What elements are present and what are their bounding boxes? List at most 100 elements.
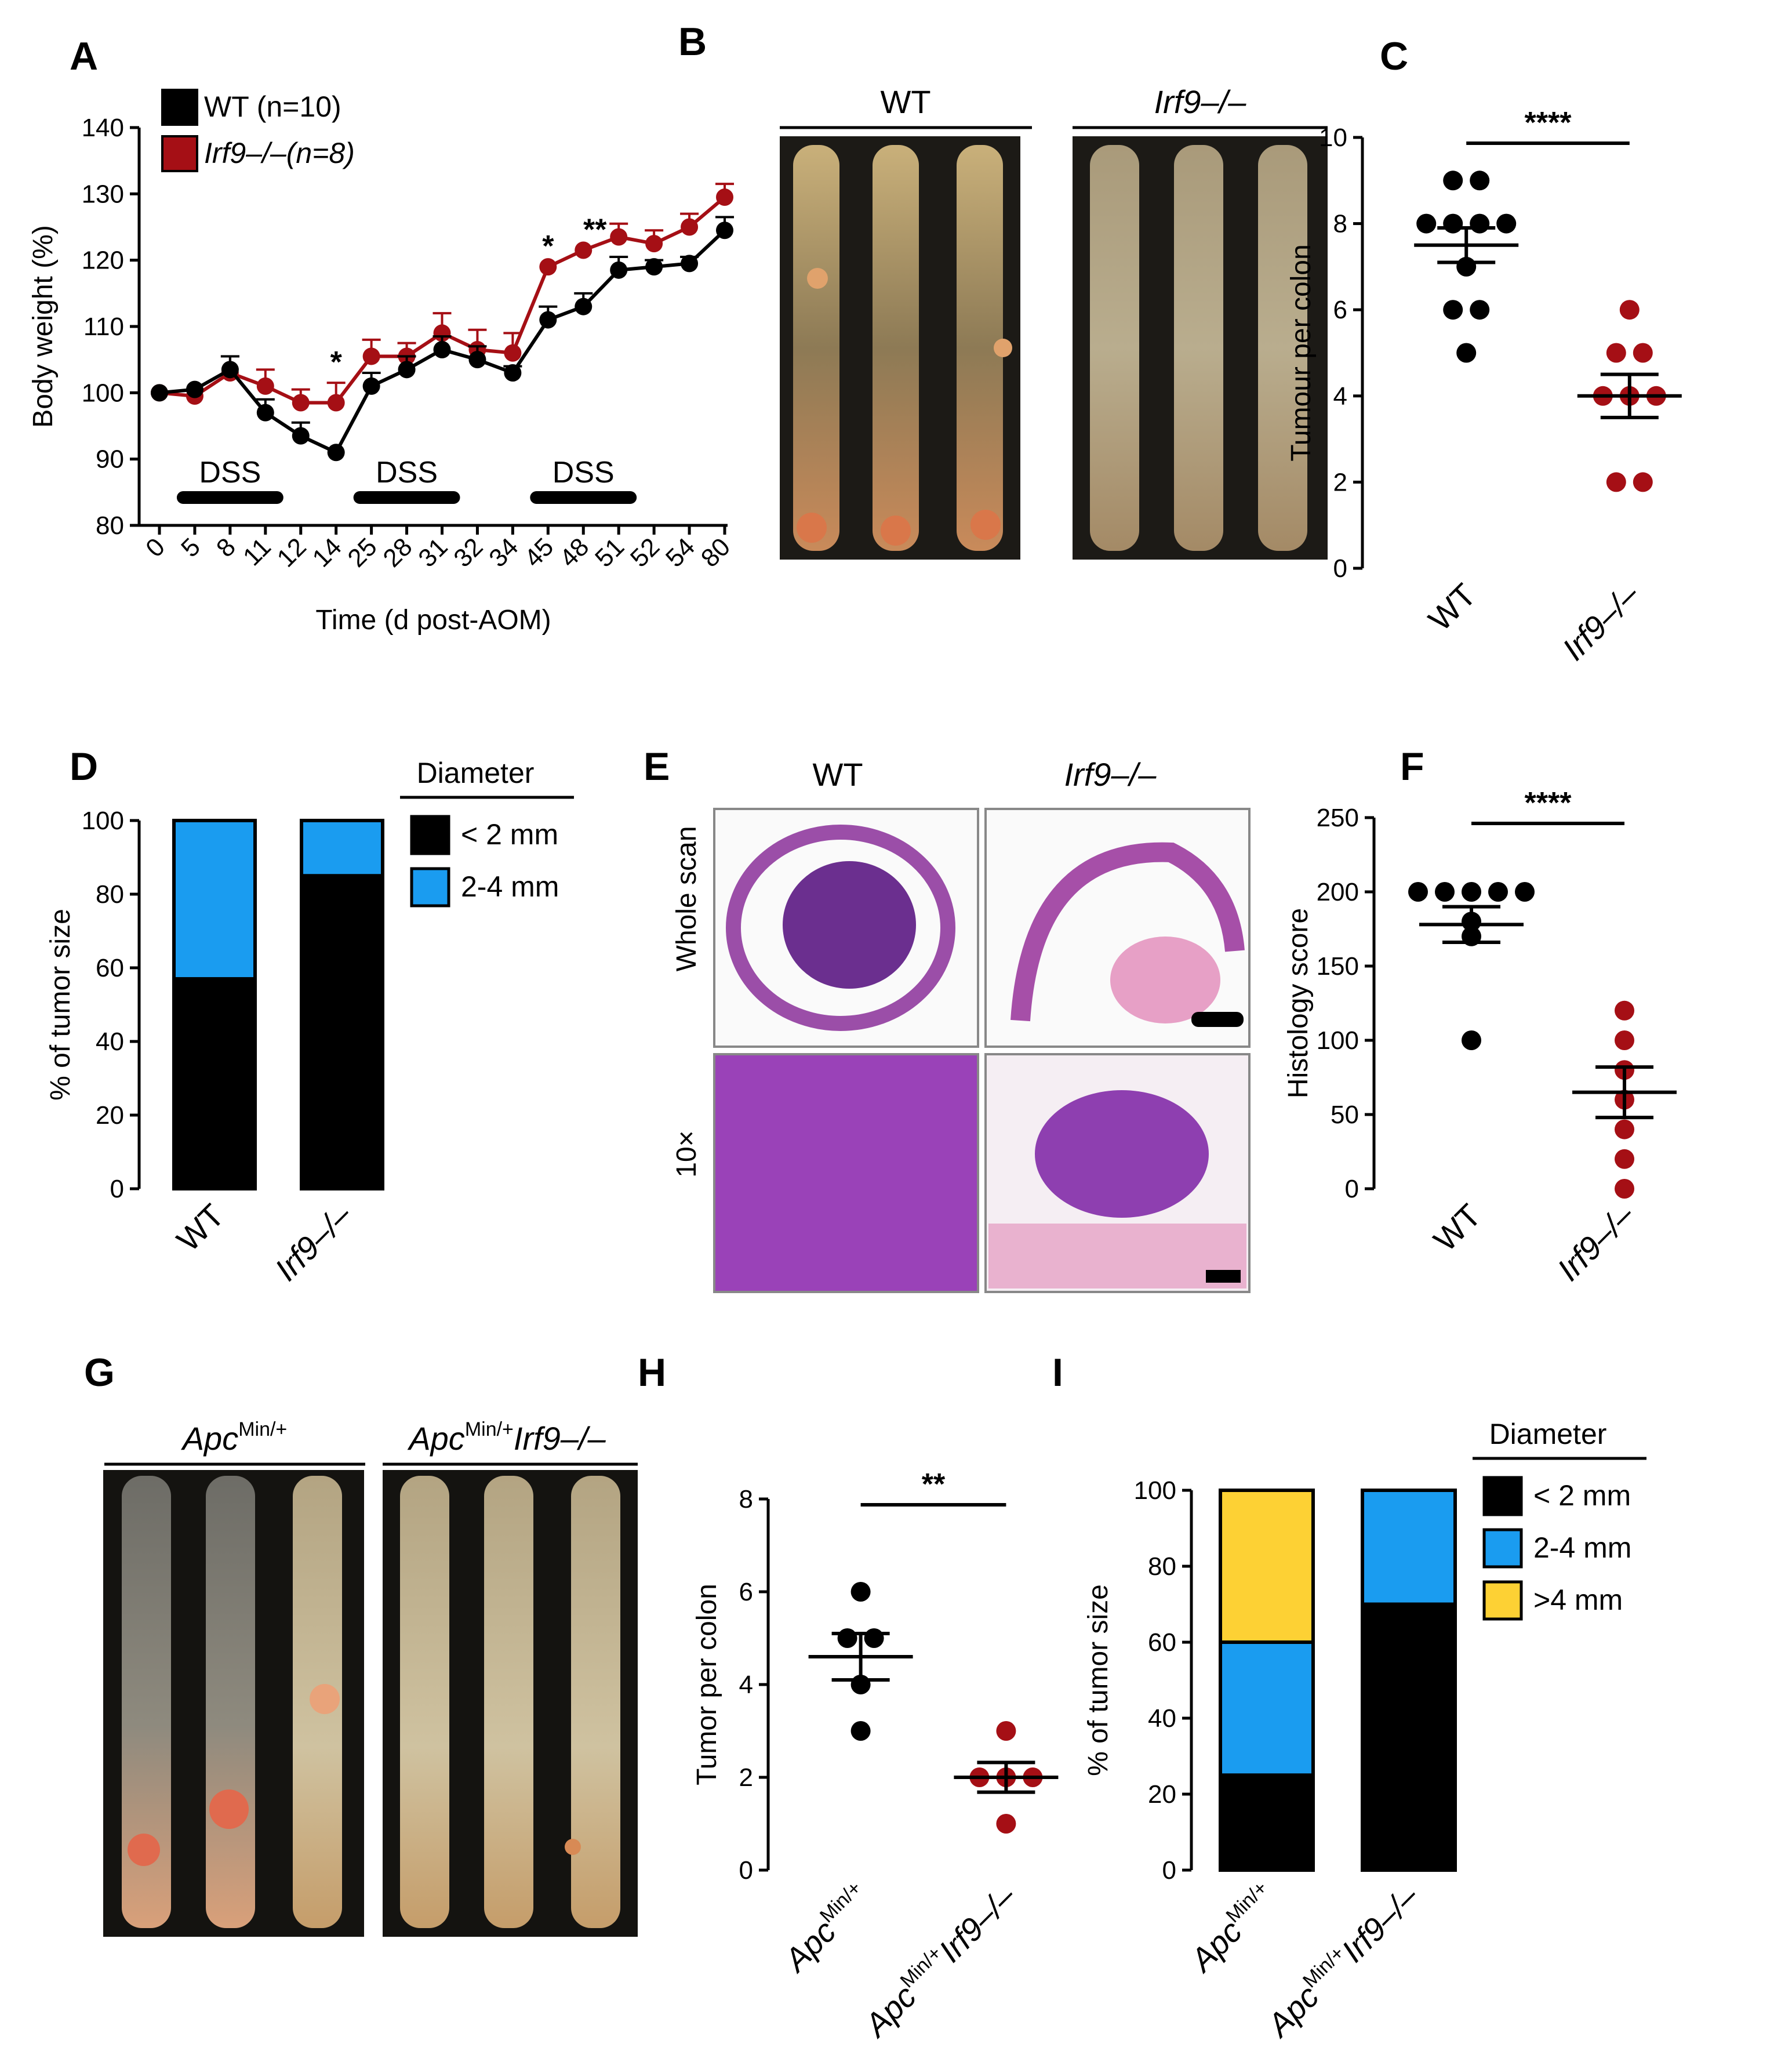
wt-label: WT bbox=[880, 84, 930, 120]
irf9-gene: Irf9–/– bbox=[514, 1420, 606, 1457]
data-point bbox=[1416, 213, 1437, 234]
y-tick-label: 60 bbox=[96, 954, 124, 982]
panel-letter: E bbox=[644, 745, 670, 789]
x-tick-label: 12 bbox=[272, 532, 312, 572]
scale-bar bbox=[1191, 1012, 1244, 1027]
x-tick-label: 80 bbox=[696, 532, 736, 572]
data-point bbox=[327, 394, 345, 412]
panel-letter: A bbox=[70, 34, 98, 78]
legend-label: WT (n=10) bbox=[204, 90, 341, 123]
data-point bbox=[504, 364, 522, 382]
data-point bbox=[468, 351, 486, 369]
y-tick-label: 250 bbox=[1317, 804, 1359, 832]
tumor-nodule bbox=[807, 268, 828, 289]
panel-letter: F bbox=[1400, 745, 1424, 789]
data-point bbox=[1633, 472, 1653, 492]
series-line bbox=[159, 195, 726, 405]
data-point bbox=[539, 258, 557, 276]
tissue-section bbox=[1011, 842, 1245, 1022]
data-point bbox=[716, 222, 733, 239]
data-point bbox=[362, 347, 380, 365]
legend-label: < 2 mm bbox=[1533, 1479, 1631, 1512]
x-tick-label-part: Min/+ bbox=[816, 1877, 866, 1927]
tissue-section bbox=[726, 825, 955, 1031]
data-point bbox=[1443, 170, 1463, 191]
tissue-section bbox=[1110, 937, 1220, 1023]
significance-mark: ** bbox=[922, 1468, 946, 1501]
y-axis-label: Body weight (%) bbox=[28, 225, 59, 427]
y-tick-label: 40 bbox=[1148, 1704, 1176, 1733]
apc-label: ApcMin/+ bbox=[181, 1418, 288, 1457]
data-point bbox=[681, 218, 699, 236]
treatment-label: DSS bbox=[199, 456, 261, 489]
y-tick-label: 100 bbox=[1317, 1026, 1359, 1055]
apc-ko-label: ApcMin/+Irf9–/– bbox=[407, 1418, 606, 1457]
data-point bbox=[186, 380, 203, 398]
bar-segment bbox=[300, 819, 384, 878]
bar-segment bbox=[1361, 1602, 1457, 1872]
significance-mark: * bbox=[330, 346, 343, 379]
panel-d-bar-chart: 0 20 40 60 80 100 % of tumor size WT Irf9–/– Diam… bbox=[45, 757, 574, 1288]
y-tick-label: 0 bbox=[739, 1856, 753, 1885]
y-tick-label: 150 bbox=[1317, 952, 1359, 981]
tissue-section bbox=[988, 1224, 1246, 1288]
y-tick-label: 80 bbox=[96, 880, 124, 909]
treatment-label: DSS bbox=[552, 456, 615, 489]
x-tick-label: 14 bbox=[307, 532, 347, 572]
y-tick-label: 200 bbox=[1317, 878, 1359, 906]
colon-specimen bbox=[1174, 145, 1223, 551]
x-tick-label: ApcMin/+Irf9–/– bbox=[855, 1876, 1023, 2044]
data-point bbox=[1462, 882, 1481, 902]
bar-segment bbox=[1219, 1489, 1315, 1644]
data-point bbox=[1408, 882, 1428, 902]
y-tick-label: 20 bbox=[1148, 1780, 1176, 1809]
colon-specimen bbox=[873, 145, 919, 551]
x-tick-label-part: Irf9–/– bbox=[1335, 1878, 1426, 1969]
panel-h-scatter-chart: 0 2 4 6 8 Tumor per colon ApcMin/+ApcMin/+Irf9… bbox=[692, 1468, 1059, 2045]
data-point bbox=[221, 361, 239, 379]
ko-label: Irf9–/– bbox=[1154, 84, 1247, 120]
significance-mark: ** bbox=[583, 213, 607, 247]
y-tick-label: 4 bbox=[739, 1671, 753, 1699]
y-tick-label: 20 bbox=[96, 1101, 124, 1130]
x-tick-label-part: WT bbox=[1422, 576, 1483, 638]
panel-b: WT Irf9–/– bbox=[780, 84, 1328, 560]
colon-specimen bbox=[957, 145, 1003, 551]
data-point bbox=[256, 404, 274, 422]
data-point bbox=[1456, 343, 1477, 363]
data-point bbox=[1619, 300, 1640, 320]
data-point bbox=[151, 384, 168, 402]
x-tick-label: WT bbox=[169, 1197, 231, 1258]
colon-specimen bbox=[400, 1476, 449, 1928]
data-point bbox=[1470, 170, 1490, 191]
y-tick-label: 0 bbox=[1162, 1856, 1176, 1885]
legend-label: >4 mm bbox=[1533, 1584, 1623, 1616]
x-tick-label: 28 bbox=[377, 532, 417, 572]
data-point bbox=[1443, 300, 1463, 320]
tissue-section bbox=[783, 861, 916, 989]
data-point bbox=[1633, 343, 1653, 363]
tumor-nodule bbox=[970, 510, 1001, 540]
scale-bar bbox=[1206, 1270, 1241, 1283]
data-point bbox=[610, 261, 628, 279]
legend-swatch bbox=[161, 89, 198, 126]
treatment-label: DSS bbox=[376, 456, 438, 489]
colon-specimen bbox=[571, 1476, 620, 1928]
y-tick-label: 2 bbox=[739, 1763, 753, 1792]
x-tick-label-part: WT bbox=[169, 1197, 231, 1258]
colon-specimen bbox=[793, 145, 839, 551]
x-tick-label: 52 bbox=[625, 532, 665, 572]
legend-label: 2-4 mm bbox=[1533, 1531, 1631, 1564]
y-tick-label: 120 bbox=[82, 246, 124, 275]
y-axis-label: Tumour per colon bbox=[1286, 244, 1317, 461]
data-point bbox=[433, 341, 451, 359]
y-tick-label: 4 bbox=[1333, 382, 1347, 411]
y-tick-label: 130 bbox=[82, 180, 124, 208]
x-tick-label: 32 bbox=[448, 532, 488, 572]
panel-letter: H bbox=[638, 1351, 666, 1395]
y-tick-label: 0 bbox=[110, 1175, 124, 1203]
y-tick-label: 8 bbox=[1333, 210, 1347, 238]
histology-10x-wt bbox=[713, 1053, 979, 1293]
